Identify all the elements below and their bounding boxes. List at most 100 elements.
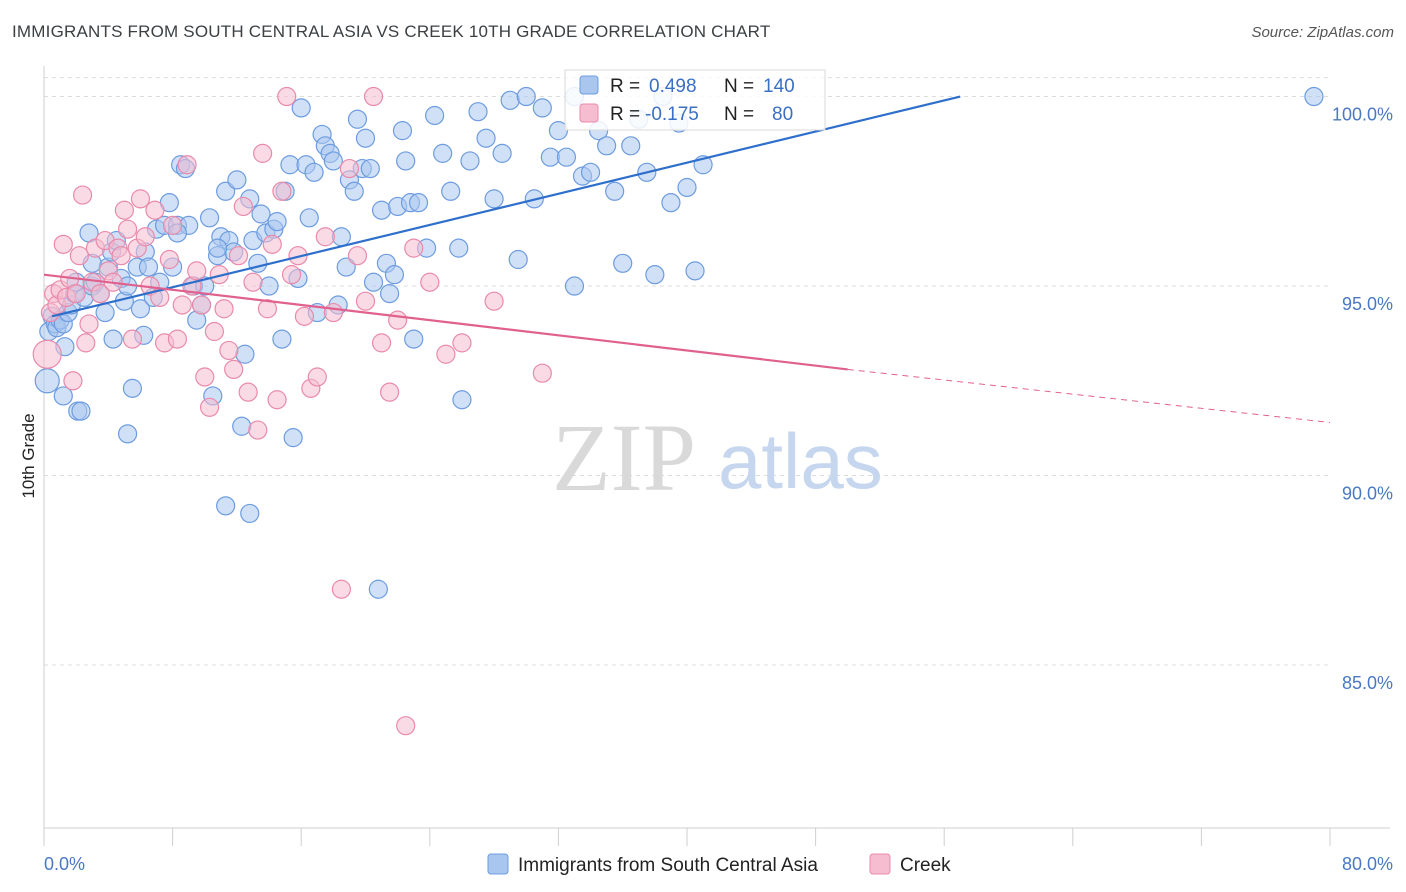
point-south-central-asia <box>259 276 279 296</box>
y-tick-label: 100.0% <box>1332 105 1393 125</box>
point-south-central-asia <box>540 147 560 167</box>
point-south-central-asia <box>138 257 159 277</box>
data-points <box>32 86 1324 736</box>
trendline-south-central-asia <box>51 95 961 318</box>
point-south-central-asia <box>251 204 271 224</box>
point-creek <box>388 310 408 330</box>
point-creek <box>233 196 253 217</box>
point-creek <box>130 189 151 209</box>
trend-lines <box>43 95 1331 423</box>
point-creek <box>277 86 297 107</box>
stats-r-label-1: R = <box>610 76 640 97</box>
point-creek <box>257 299 278 319</box>
point-south-central-asia <box>227 170 247 190</box>
point-south-central-asia <box>645 265 665 285</box>
point-creek <box>53 234 73 254</box>
point-south-central-asia <box>396 151 416 171</box>
point-creek <box>355 291 376 311</box>
point-creek <box>177 155 197 175</box>
point-south-central-asia <box>336 257 356 277</box>
stats-n-label-2: N = <box>724 104 754 125</box>
point-south-central-asia <box>425 105 445 126</box>
point-creek <box>172 295 192 315</box>
point-creek <box>253 143 273 163</box>
point-south-central-asia <box>71 401 91 421</box>
point-south-central-asia <box>460 151 480 171</box>
point-creek <box>363 86 384 107</box>
y-tick-label: 90.0% <box>1342 484 1393 504</box>
point-south-central-asia <box>216 496 236 516</box>
stats-r-value-2: -0.175 <box>645 104 699 125</box>
point-south-central-asia <box>532 98 552 118</box>
point-south-central-asia <box>363 272 384 292</box>
point-south-central-asia <box>685 261 705 281</box>
point-creek <box>272 181 292 201</box>
point-creek <box>380 382 400 402</box>
point-south-central-asia <box>103 329 123 349</box>
point-creek <box>76 333 96 353</box>
point-creek <box>63 371 83 391</box>
source-label: Source: ZipAtlas.com <box>1251 24 1394 41</box>
point-south-central-asia <box>468 102 488 122</box>
x-tick-label: 80.0% <box>1342 854 1393 874</box>
point-south-central-asia <box>452 390 472 410</box>
point-creek <box>262 234 282 254</box>
point-south-central-asia <box>248 253 268 273</box>
point-south-central-asia <box>130 299 151 319</box>
watermark-atlas: atlas <box>718 417 883 505</box>
point-south-central-asia <box>347 109 368 129</box>
point-south-central-asia <box>272 329 292 349</box>
point-south-central-asia <box>408 193 429 213</box>
point-south-central-asia <box>404 329 424 349</box>
point-south-central-asia <box>677 177 697 198</box>
point-south-central-asia <box>548 121 569 141</box>
stats-n-value-2: 80 <box>772 104 793 125</box>
point-south-central-asia <box>484 189 504 209</box>
point-south-central-asia <box>516 86 536 107</box>
point-south-central-asia <box>500 90 520 110</box>
stats-swatch-pink <box>579 103 599 123</box>
legend-label-pink: Creek <box>900 855 951 876</box>
point-south-central-asia <box>556 147 577 167</box>
point-south-central-asia <box>433 143 453 163</box>
point-creek <box>187 261 207 281</box>
point-creek <box>452 333 472 353</box>
point-creek <box>167 329 188 349</box>
y-tick-label: 95.0% <box>1342 294 1393 314</box>
watermark-zip: ZIP <box>552 404 696 511</box>
point-creek <box>214 299 234 319</box>
point-south-central-asia <box>331 227 351 247</box>
point-south-central-asia <box>53 386 73 406</box>
point-creek <box>228 246 249 266</box>
point-south-central-asia <box>621 136 641 156</box>
point-south-central-asia <box>122 378 143 398</box>
point-creek <box>396 716 416 736</box>
axes <box>43 66 1390 846</box>
point-creek <box>436 344 456 364</box>
point-south-central-asia <box>360 158 380 179</box>
legend-swatch-blue <box>487 853 509 875</box>
point-south-central-asia <box>95 302 115 323</box>
point-south-central-asia <box>267 212 287 232</box>
stats-swatch-blue <box>579 75 599 95</box>
point-creek <box>219 340 239 361</box>
point-creek <box>243 272 263 292</box>
point-creek <box>66 284 86 304</box>
stats-legend-box <box>564 69 826 131</box>
stats-r-value-1: 0.498 <box>649 76 697 97</box>
bottom-legend: Immigrants from South Central Asia Creek <box>487 853 951 876</box>
point-creek <box>159 249 179 270</box>
point-south-central-asia <box>355 128 376 148</box>
point-creek <box>79 314 99 334</box>
point-south-central-asia <box>605 181 625 201</box>
point-creek <box>145 200 165 220</box>
point-creek <box>135 227 155 247</box>
point-creek <box>122 329 143 349</box>
point-creek <box>404 238 424 258</box>
point-south-central-asia <box>323 151 343 171</box>
point-south-central-asia <box>291 98 311 118</box>
point-south-central-asia <box>380 284 400 304</box>
point-south-central-asia <box>208 238 228 258</box>
tick-labels: 85.0% 90.0% 95.0% 100.0% 0.0% 80.0% <box>44 105 1393 874</box>
